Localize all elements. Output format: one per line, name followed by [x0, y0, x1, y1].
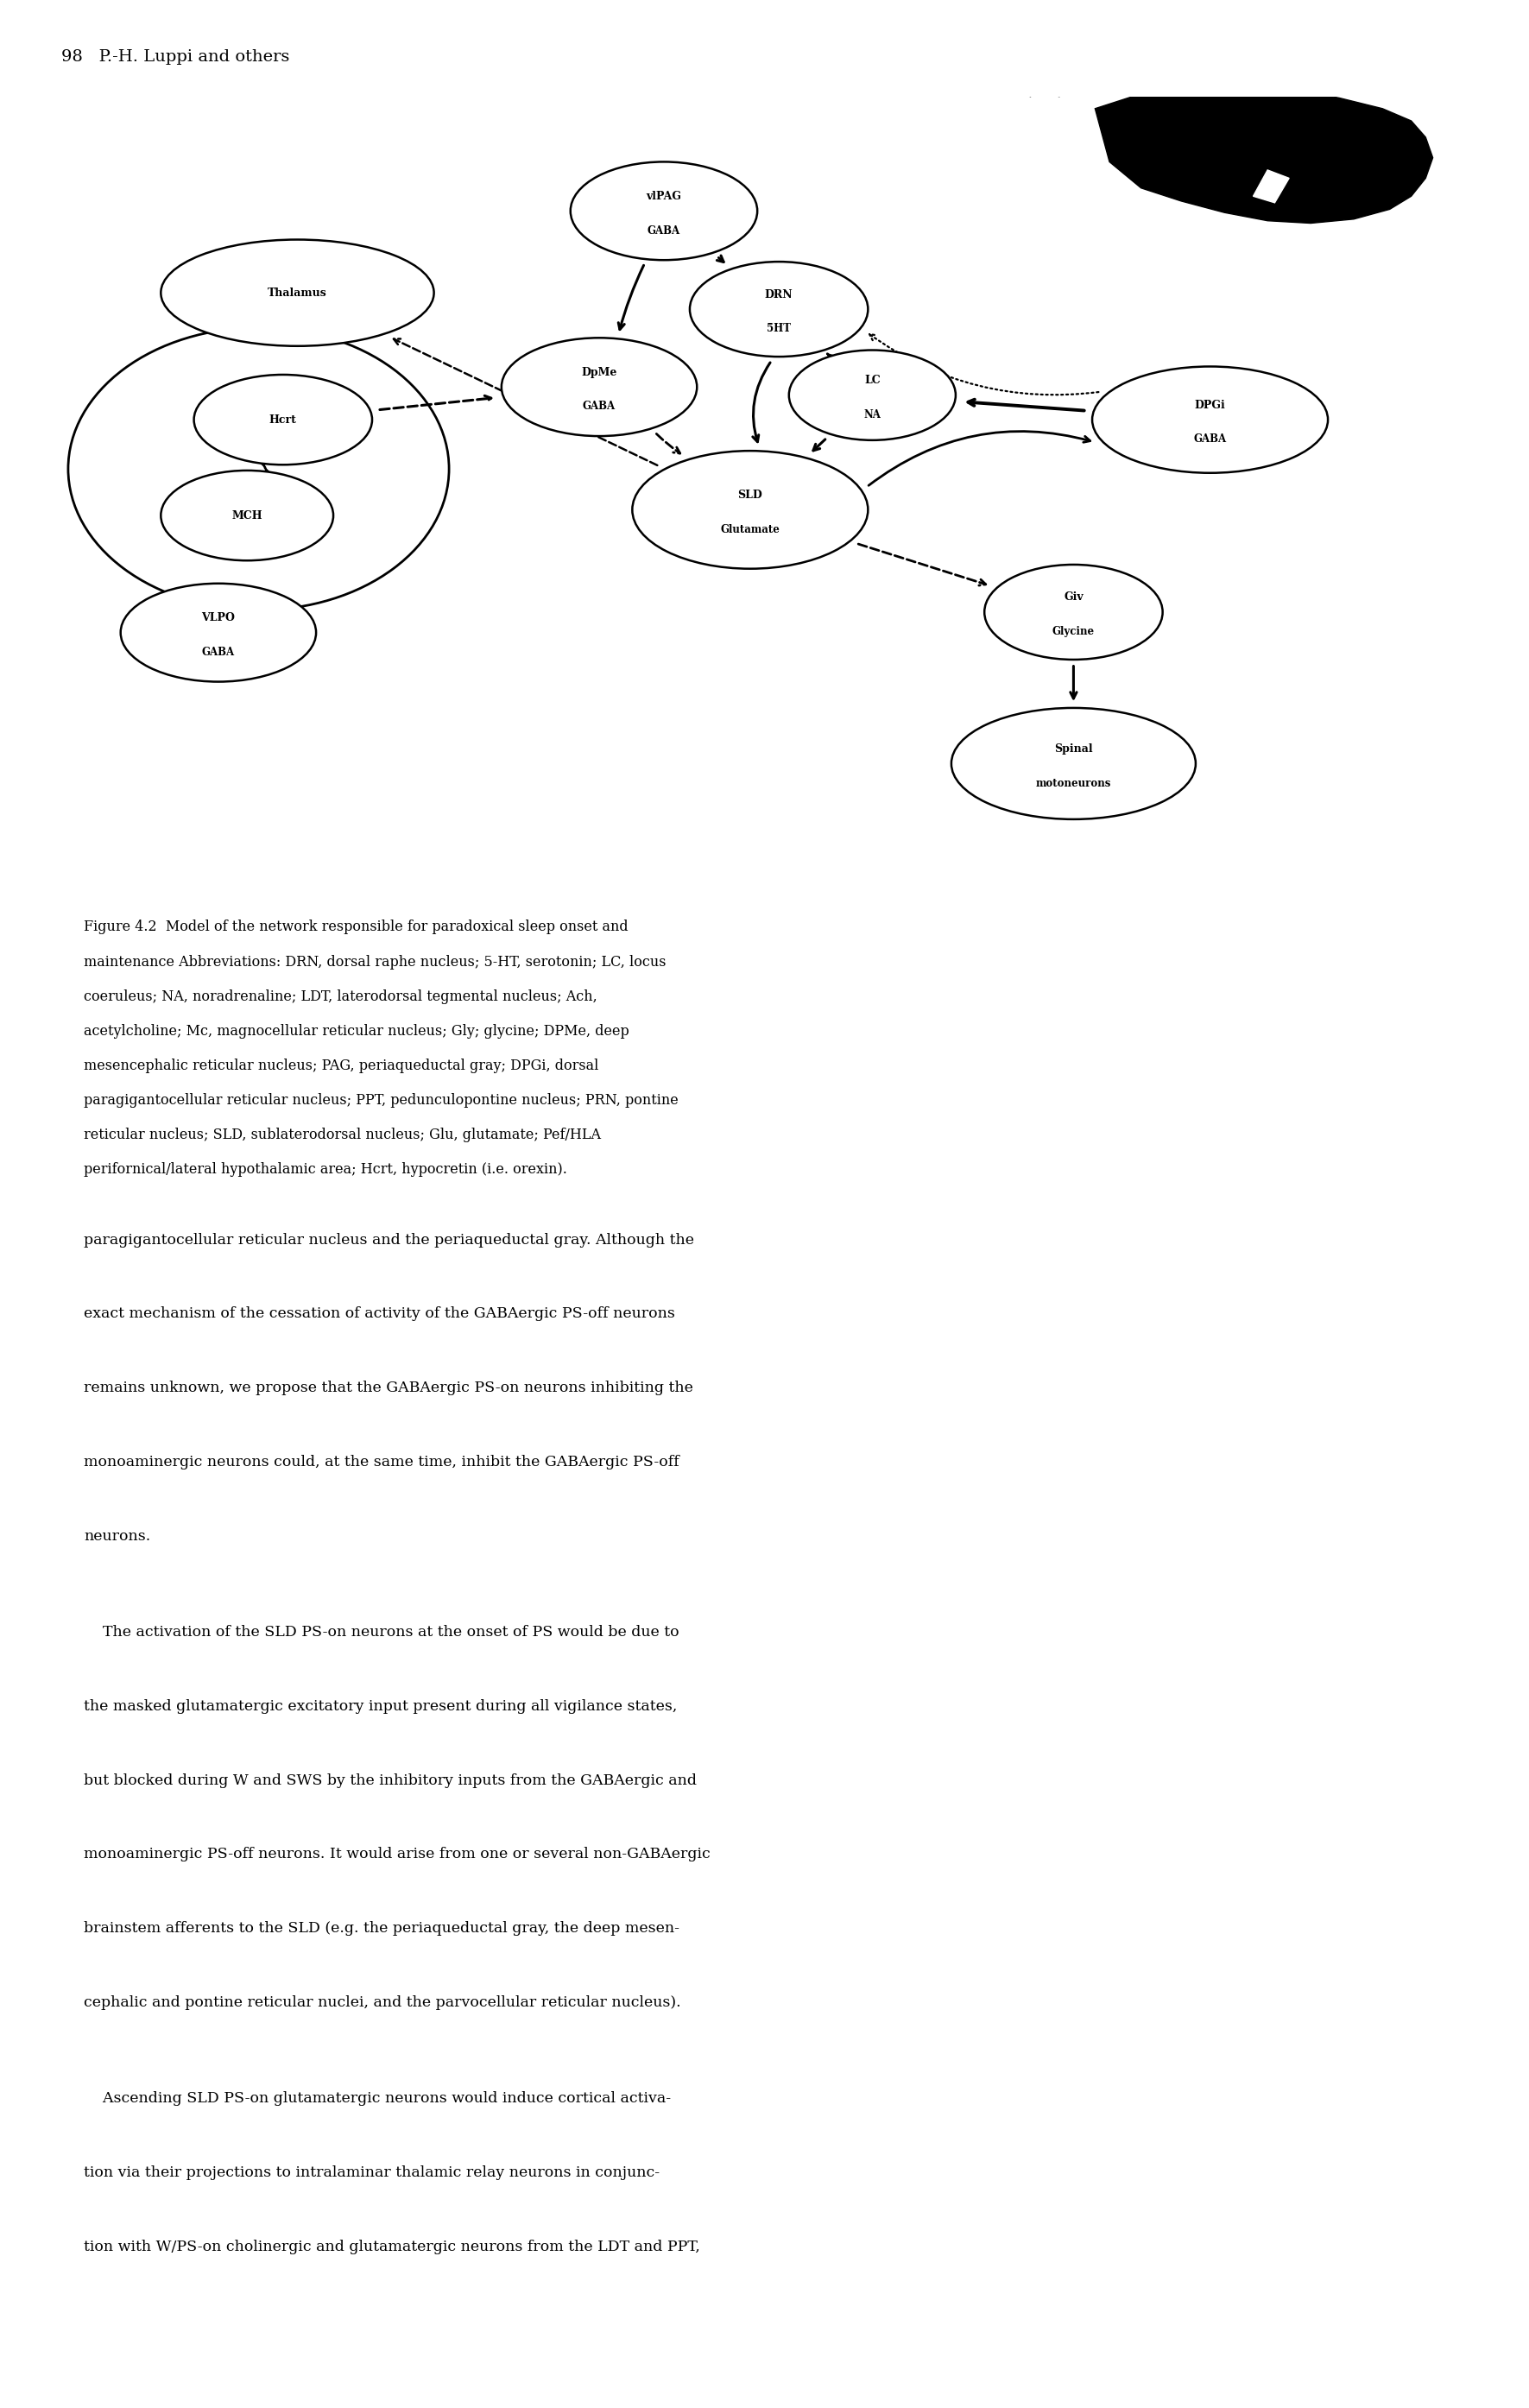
- Text: VLPO: VLPO: [202, 612, 235, 624]
- Text: neurons.: neurons.: [84, 1529, 151, 1544]
- Text: 5HT: 5HT: [766, 323, 790, 335]
- Text: GABA: GABA: [647, 224, 680, 236]
- Text: acetylcholine; Mc, magnocellular reticular nucleus; Gly; glycine; DPMe, deep: acetylcholine; Mc, magnocellular reticul…: [84, 1023, 630, 1038]
- Text: Thalamus: Thalamus: [268, 287, 327, 299]
- Text: paragigantocellular reticular nucleus; PPT, pedunculopontine nucleus; PRN, ponti: paragigantocellular reticular nucleus; P…: [84, 1093, 679, 1108]
- Text: Glutamate: Glutamate: [720, 525, 780, 535]
- Text: motoneurons: motoneurons: [1035, 778, 1112, 790]
- Text: monoaminergic PS-off neurons. It would arise from one or several non-GABAergic: monoaminergic PS-off neurons. It would a…: [84, 1847, 711, 1861]
- Text: Ascending SLD PS-on glutamatergic neurons would induce cortical activa-: Ascending SLD PS-on glutamatergic neuron…: [84, 2093, 671, 2107]
- Text: exact mechanism of the cessation of activity of the GABAergic PS-off neurons: exact mechanism of the cessation of acti…: [84, 1308, 676, 1322]
- Ellipse shape: [161, 470, 333, 561]
- Text: tion via their projections to intralaminar thalamic relay neurons in conjunc-: tion via their projections to intralamin…: [84, 2165, 661, 2179]
- Text: GABA: GABA: [583, 402, 616, 412]
- Text: vlPAG: vlPAG: [647, 190, 682, 202]
- Ellipse shape: [161, 238, 434, 347]
- Polygon shape: [1095, 87, 1433, 224]
- Ellipse shape: [789, 349, 956, 441]
- Ellipse shape: [502, 337, 697, 436]
- Text: DPGi: DPGi: [1194, 400, 1225, 412]
- Text: 98   P.-H. Luppi and others: 98 P.-H. Luppi and others: [61, 48, 289, 65]
- Text: cephalic and pontine reticular nuclei, and the parvocellular reticular nucleus).: cephalic and pontine reticular nuclei, a…: [84, 1996, 682, 2011]
- Text: DRN: DRN: [764, 289, 794, 301]
- Text: GABA: GABA: [202, 648, 235, 657]
- Text: MCH: MCH: [232, 510, 263, 520]
- Text: brainstem afferents to the SLD (e.g. the periaqueductal gray, the deep mesen-: brainstem afferents to the SLD (e.g. the…: [84, 1922, 680, 1936]
- Text: GABA: GABA: [1194, 433, 1226, 445]
- Text: mesencephalic reticular nucleus; PAG, periaqueductal gray; DPGi, dorsal: mesencephalic reticular nucleus; PAG, pe…: [84, 1060, 599, 1074]
- Ellipse shape: [690, 262, 868, 356]
- Text: monoaminergic neurons could, at the same time, inhibit the GABAergic PS-off: monoaminergic neurons could, at the same…: [84, 1454, 679, 1469]
- Text: The activation of the SLD PS-on neurons at the onset of PS would be due to: The activation of the SLD PS-on neurons …: [84, 1625, 679, 1640]
- Text: tion with W/PS-on cholinergic and glutamatergic neurons from the LDT and PPT,: tion with W/PS-on cholinergic and glutam…: [84, 2239, 700, 2254]
- Text: perifornical/lateral hypothalamic area; Hcrt, hypocretin (i.e. orexin).: perifornical/lateral hypothalamic area; …: [84, 1163, 567, 1178]
- Ellipse shape: [1092, 366, 1327, 472]
- Text: Spinal: Spinal: [1055, 744, 1093, 754]
- Ellipse shape: [121, 583, 317, 681]
- Text: Giv: Giv: [1064, 592, 1083, 602]
- Text: reticular nucleus; SLD, sublaterodorsal nucleus; Glu, glutamate; Pef/HLA: reticular nucleus; SLD, sublaterodorsal …: [84, 1127, 601, 1141]
- Text: Glycine: Glycine: [1052, 626, 1095, 638]
- Polygon shape: [1254, 171, 1289, 202]
- Text: but blocked during W and SWS by the inhibitory inputs from the GABAergic and: but blocked during W and SWS by the inhi…: [84, 1772, 697, 1787]
- Ellipse shape: [985, 563, 1162, 660]
- Ellipse shape: [951, 708, 1196, 819]
- Ellipse shape: [633, 450, 868, 568]
- Text: Hcrt: Hcrt: [269, 414, 297, 426]
- Text: maintenance Abbreviations: DRN, dorsal raphe nucleus; 5-HT, serotonin; LC, locus: maintenance Abbreviations: DRN, dorsal r…: [84, 954, 667, 968]
- Text: SLD: SLD: [737, 489, 763, 501]
- Ellipse shape: [194, 376, 372, 465]
- Text: Figure 4.2  Model of the network responsible for paradoxical sleep onset and: Figure 4.2 Model of the network responsi…: [84, 920, 628, 934]
- Text: remains unknown, we propose that the GABAergic PS-on neurons inhibiting the: remains unknown, we propose that the GAB…: [84, 1380, 694, 1394]
- Text: DpMe: DpMe: [581, 366, 618, 378]
- Text: NA: NA: [864, 409, 881, 421]
- Text: the masked glutamatergic excitatory input present during all vigilance states,: the masked glutamatergic excitatory inpu…: [84, 1700, 677, 1714]
- Ellipse shape: [570, 161, 757, 260]
- Text: LC: LC: [864, 376, 881, 385]
- Text: coeruleus; NA, noradrenaline; LDT, laterodorsal tegmental nucleus; Ach,: coeruleus; NA, noradrenaline; LDT, later…: [84, 990, 598, 1004]
- Text: paragigantocellular reticular nucleus and the periaqueductal gray. Although the: paragigantocellular reticular nucleus an…: [84, 1233, 694, 1247]
